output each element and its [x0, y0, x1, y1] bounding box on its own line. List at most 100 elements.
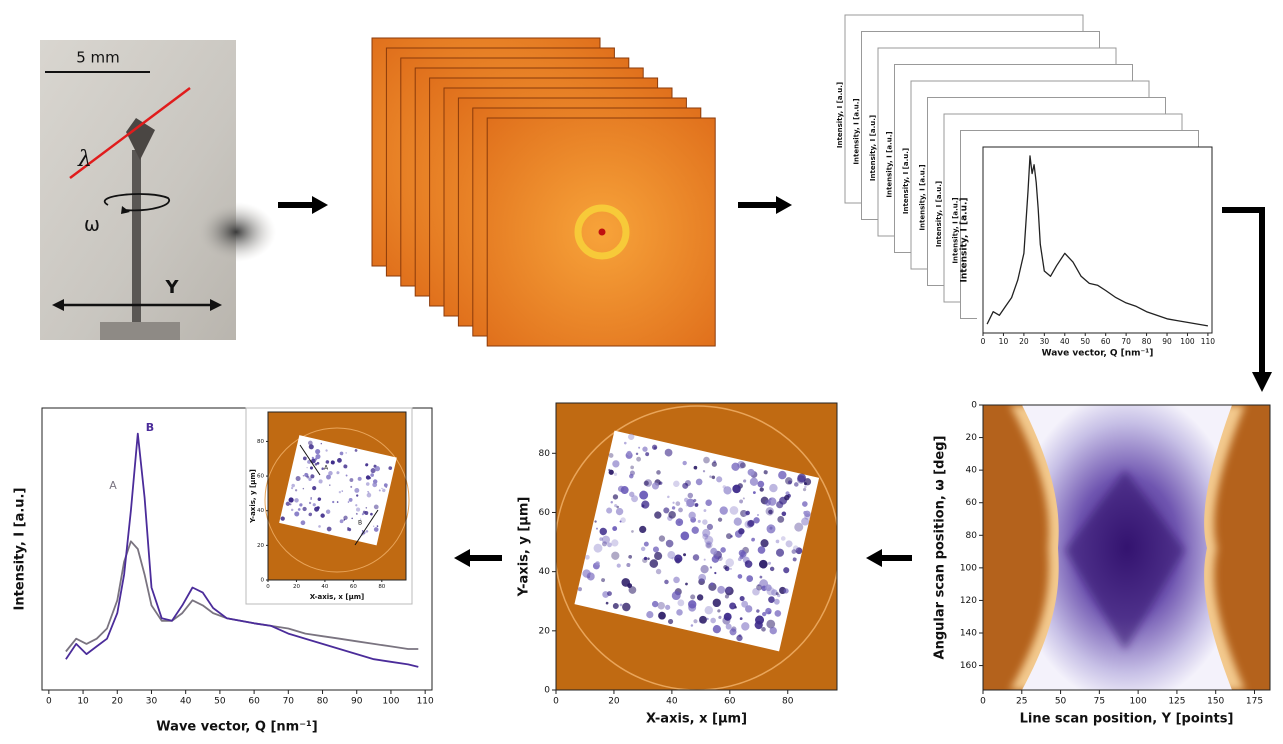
- y-tick-label: 80: [966, 531, 978, 541]
- x-tick-label: 50: [1055, 697, 1067, 707]
- x-tick-label: 60: [248, 697, 260, 707]
- y-tick-label: 120: [960, 596, 977, 606]
- y-axis-label: Intensity, I [a.u.]: [13, 488, 28, 611]
- x-tick-label: 40: [180, 697, 192, 707]
- x-tick-label: 100: [1180, 337, 1195, 346]
- direct-beam: [599, 229, 606, 236]
- x-tick-label: 90: [351, 697, 363, 707]
- x-axis-label: X-axis, x [μm]: [646, 712, 747, 727]
- y-tick-label: 40: [966, 466, 978, 476]
- arrow-head: [454, 549, 470, 567]
- y-tick-label: 0: [971, 401, 977, 411]
- y-tick-label: 20: [257, 543, 264, 549]
- x-tick-label: 0: [981, 337, 986, 346]
- y-axis-label: Intensity, I [a.u.]: [960, 197, 970, 282]
- x-tick-label: 175: [1246, 697, 1263, 707]
- y-tick-label: 40: [257, 508, 264, 514]
- x-axis-label: Line scan position, Y [points]: [1020, 712, 1234, 727]
- y-tick-label: 0: [261, 578, 265, 584]
- profile-frame: [977, 147, 1215, 335]
- wavelength-label: λ: [77, 147, 92, 172]
- x-tick-label: 60: [724, 697, 736, 707]
- y-tick-label: 100: [960, 563, 977, 573]
- x-axis-label: X-axis, x [μm]: [310, 593, 364, 601]
- arrow: [1222, 210, 1262, 375]
- y-axis-label: Y-axis, y [μm]: [517, 497, 532, 598]
- x-tick-label: 30: [146, 697, 158, 707]
- diffraction-stack: [372, 38, 715, 346]
- x-tick-label: 75: [1094, 697, 1105, 707]
- y-tick-label: 80: [539, 449, 551, 459]
- photo-shadow: [196, 202, 276, 262]
- x-tick-label: 110: [1201, 337, 1216, 346]
- reconstruction-image: [555, 403, 839, 690]
- x-tick-label: 100: [1130, 697, 1147, 707]
- x-tick-label: 10: [77, 697, 89, 707]
- x-tick-label: 30: [1040, 337, 1050, 346]
- y-tick-label: 60: [257, 474, 264, 480]
- profile-y-label: Intensity, I [a.u.]: [853, 98, 861, 164]
- x-axis-label: Wave vector, Q [nm⁻¹]: [156, 720, 317, 735]
- x-tick-label: 40: [1060, 337, 1070, 346]
- x-tick-label: 0: [553, 697, 559, 707]
- profile-y-label: Intensity, I [a.u.]: [902, 148, 910, 214]
- y-tick-label: 160: [960, 661, 977, 671]
- rotation-label: ω: [84, 214, 100, 236]
- y-tick-label: 40: [539, 567, 551, 577]
- profile-y-label: Intensity, I [a.u.]: [886, 131, 894, 197]
- profile-stack: Intensity, I [a.u.]Intensity, I [a.u.]In…: [836, 15, 1215, 359]
- translation-label: Y: [164, 277, 179, 298]
- x-tick-label: 20: [112, 697, 124, 707]
- x-tick-label: 50: [1080, 337, 1090, 346]
- profile-y-label: Intensity, I [a.u.]: [869, 115, 877, 181]
- profile-y-label: Intensity, I [a.u.]: [836, 82, 844, 148]
- x-tick-label: 50: [214, 697, 226, 707]
- arrow-head: [1252, 372, 1272, 392]
- x-tick-label: 70: [283, 697, 295, 707]
- y-tick-label: 60: [966, 498, 978, 508]
- sinogram-image: [983, 405, 1270, 690]
- y-tick-label: 60: [539, 508, 551, 518]
- arrow-head: [312, 196, 328, 214]
- profile-y-label: Intensity, I [a.u.]: [919, 164, 927, 230]
- x-tick-label: 80: [378, 584, 385, 590]
- y-tick-label: 20: [966, 433, 978, 443]
- peak-label: B: [146, 421, 154, 434]
- x-tick-label: 125: [1168, 697, 1185, 707]
- x-tick-label: 40: [321, 584, 328, 590]
- x-tick-label: 0: [980, 697, 986, 707]
- x-tick-label: 0: [46, 697, 52, 707]
- y-tick-label: 140: [960, 629, 977, 639]
- sample-pin: [132, 150, 141, 330]
- x-tick-label: 20: [608, 697, 620, 707]
- y-axis-label: Angular scan position, ω [deg]: [933, 436, 948, 660]
- y-tick-label: 0: [544, 686, 550, 696]
- x-tick-label: 70: [1121, 337, 1131, 346]
- inset: AB020406080020406080X-axis, x [μm]Y-axis…: [246, 408, 412, 604]
- x-tick-label: 110: [417, 697, 434, 707]
- sample-photo: 5 mm λ ω Y: [40, 40, 276, 340]
- arrow-head: [776, 196, 792, 214]
- y-axis-label: Y-axis, y [μm]: [249, 469, 257, 524]
- x-tick-label: 0: [266, 584, 270, 590]
- x-tick-label: 80: [317, 697, 329, 707]
- x-tick-label: 150: [1207, 697, 1224, 707]
- x-tick-label: 10: [999, 337, 1009, 346]
- x-axis-label: Wave vector, Q [nm⁻¹]: [1042, 349, 1154, 359]
- x-tick-label: 20: [293, 584, 300, 590]
- x-tick-label: 60: [350, 584, 357, 590]
- figure: 5 mm λ ω Y Intensity, I [a.u.]Intensity,…: [0, 0, 1283, 740]
- profile-y-label: Intensity, I [a.u.]: [952, 197, 960, 263]
- scale-label: 5 mm: [76, 49, 120, 67]
- x-tick-label: 20: [1019, 337, 1029, 346]
- x-tick-label: 80: [782, 697, 794, 707]
- x-tick-label: 100: [382, 697, 399, 707]
- peak-label: A: [109, 479, 117, 492]
- profile-y-label: Intensity, I [a.u.]: [935, 181, 943, 247]
- mount: [100, 322, 180, 340]
- y-tick-label: 20: [539, 626, 551, 636]
- x-tick-label: 25: [1016, 697, 1027, 707]
- arrow-head: [866, 549, 882, 567]
- inset-label: B: [358, 520, 362, 527]
- x-tick-label: 80: [1142, 337, 1152, 346]
